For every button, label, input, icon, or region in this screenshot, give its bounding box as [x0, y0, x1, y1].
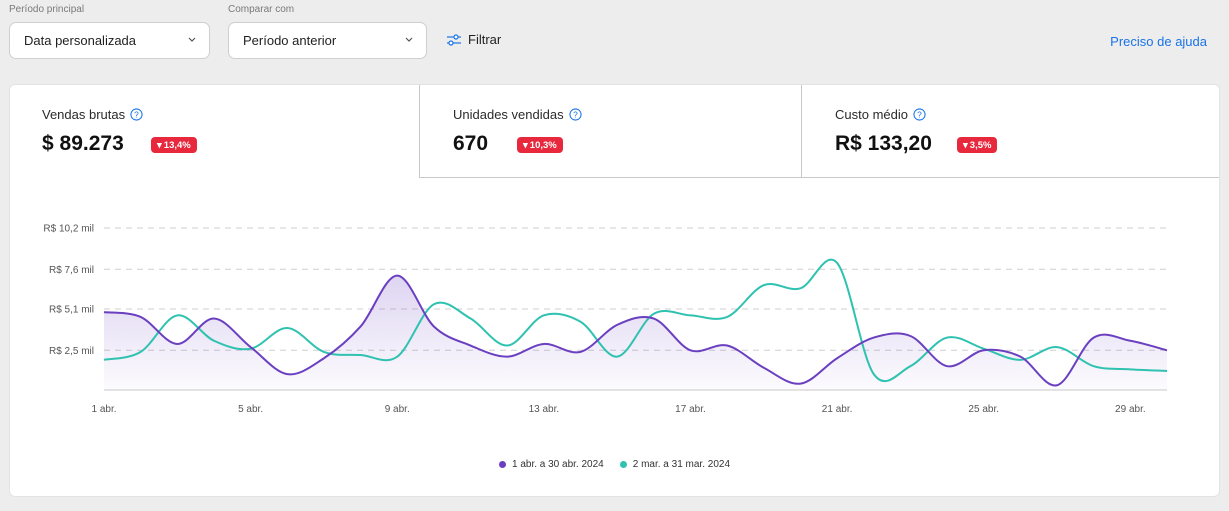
kpi-value: R$ 133,20 — [835, 132, 932, 155]
kpi-label: Vendas brutas ? — [42, 107, 143, 122]
kpi-tab-average-cost[interactable]: Custo médio ? R$ 133,20 ▾ 3,5% — [801, 85, 1219, 178]
sales-line-chart: R$ 2,5 mil R$ 5,1 mil R$ 7,6 mil R$ 10,2 mi… — [43, 224, 1168, 415]
question-icon[interactable]: ? — [568, 108, 582, 121]
svg-text:?: ? — [134, 109, 139, 119]
y-tick-label: R$ 7,6 mil — [49, 265, 94, 276]
sales-card: Vendas brutas ? $ 89.273 ▾ 13,4% Unidades… — [10, 85, 1219, 496]
y-tick-label: R$ 5,1 mil — [49, 305, 94, 316]
delta-badge: ▾ 10,3% — [517, 137, 563, 153]
sliders-icon — [447, 33, 461, 46]
delta-value: 13,4% — [163, 139, 191, 151]
kpi-value: 670 — [453, 132, 489, 155]
kpi-tab-gross-sales[interactable]: Vendas brutas ? $ 89.273 ▾ 13,4% — [10, 85, 419, 179]
x-tick-label: 25 abr. — [968, 404, 999, 415]
primary-period-value: Data personalizada — [24, 33, 137, 48]
legend-dot — [498, 461, 506, 468]
compare-select[interactable]: Período anterior — [228, 22, 427, 59]
delta-value: 10,3% — [529, 139, 557, 151]
y-tick-label: R$ 2,5 mil — [49, 346, 94, 357]
down-triangle-icon: ▾ — [157, 139, 162, 151]
kpi-value: $ 89.273 — [42, 132, 124, 155]
svg-text:?: ? — [917, 109, 922, 119]
y-tick-label: R$ 10,2 mil — [43, 224, 94, 235]
primary-period-label: Período principal — [9, 4, 85, 15]
question-icon[interactable]: ? — [130, 108, 143, 121]
kpi-label-text: Unidades vendidas — [453, 107, 564, 122]
delta-badge: ▾ 13,4% — [151, 137, 197, 153]
x-tick-label: 13 abr. — [529, 404, 560, 415]
legend-item-compare[interactable]: 2 mar. a 31 mar. 2024 — [619, 459, 731, 470]
series-line-current[interactable] — [103, 274, 1168, 387]
filter-label: Filtrar — [468, 32, 502, 47]
series-area-current — [104, 275, 1167, 390]
kpi-label-text: Vendas brutas — [42, 107, 126, 122]
filter-button[interactable]: Filtrar — [446, 32, 501, 47]
legend-label: 2 mar. a 31 mar. 2024 — [632, 459, 731, 470]
kpi-label: Unidades vendidas ? — [453, 107, 582, 122]
x-tick-label: 17 abr. — [675, 404, 706, 415]
series-line-compare[interactable] — [103, 258, 1168, 382]
delta-value: 3,5% — [969, 139, 992, 151]
kpi-tab-units-sold[interactable]: Unidades vendidas ? 670 ▾ 10,3% — [419, 85, 801, 178]
x-tick-label: 29 abr. — [1115, 404, 1146, 415]
kpi-label: Custo médio ? — [835, 107, 926, 122]
x-tick-label: 9 abr. — [385, 404, 410, 415]
help-link[interactable]: Preciso de ajuda — [1110, 34, 1207, 49]
chevron-down-icon — [188, 37, 196, 42]
legend-label: 1 abr. a 30 abr. 2024 — [511, 459, 604, 470]
svg-text:?: ? — [573, 109, 578, 119]
x-tick-label: 21 abr. — [822, 404, 853, 415]
legend-dot — [619, 461, 627, 468]
compare-label: Comparar com — [228, 4, 295, 15]
compare-value: Período anterior — [243, 33, 337, 48]
x-tick-label: 1 abr. — [91, 404, 116, 415]
chart-legend: 1 abr. a 30 abr. 2024 2 mar. a 31 mar. 2… — [10, 459, 1219, 470]
question-icon[interactable]: ? — [913, 108, 926, 121]
primary-period-select[interactable]: Data personalizada — [9, 22, 210, 59]
x-tick-label: 5 abr. — [238, 404, 263, 415]
chevron-down-icon — [405, 37, 413, 42]
down-triangle-icon: ▾ — [523, 139, 528, 151]
legend-item-current[interactable]: 1 abr. a 30 abr. 2024 — [498, 459, 604, 470]
delta-badge: ▾ 3,5% — [957, 137, 998, 153]
down-triangle-icon: ▾ — [963, 139, 968, 151]
kpi-label-text: Custo médio — [835, 107, 908, 122]
